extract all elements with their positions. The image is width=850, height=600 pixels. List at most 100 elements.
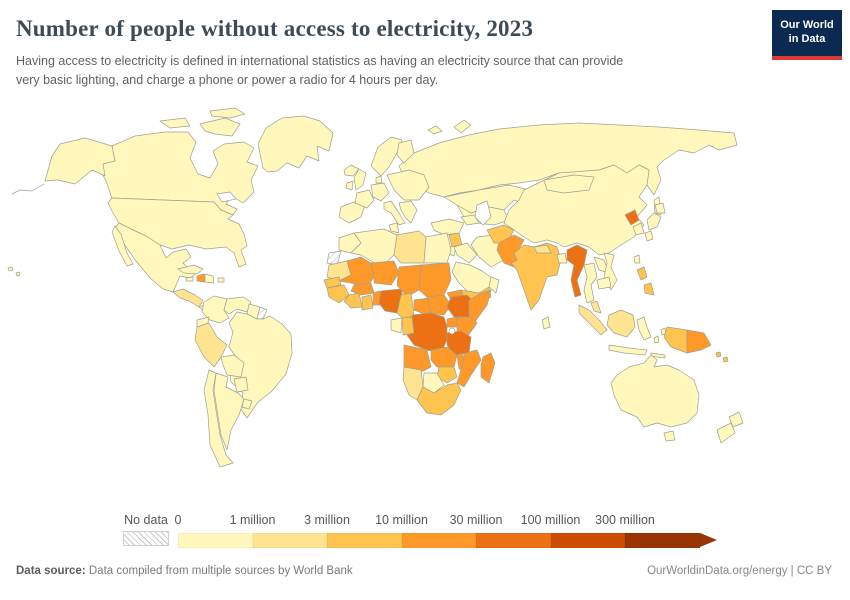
country-colombia[interactable]	[201, 295, 230, 324]
country-chile[interactable]	[203, 369, 234, 468]
country-australia[interactable]	[610, 354, 700, 442]
country-mozambique[interactable]	[456, 349, 482, 388]
region-gabon-eq-guinea[interactable]	[390, 317, 403, 334]
arctic-islands-svalbard[interactable]	[427, 119, 472, 135]
country-tunisia[interactable]	[388, 222, 400, 234]
country-denmark[interactable]	[375, 175, 383, 184]
legend-tick-5: 100 million	[520, 513, 581, 527]
country-indonesia-islands[interactable]	[608, 316, 667, 359]
country-libya[interactable]	[393, 230, 427, 264]
country-iraq[interactable]	[453, 242, 478, 264]
legend-band-3[interactable]	[401, 533, 476, 548]
country-cambodia[interactable]	[596, 276, 612, 290]
country-ghana[interactable]	[361, 294, 374, 311]
country-japan[interactable]	[644, 202, 666, 242]
owid-logo-line-2: in Data	[788, 33, 826, 45]
country-south-sudan[interactable]	[426, 294, 452, 316]
region-germany-central-europe[interactable]	[370, 182, 390, 202]
chart-footer: Data source: Data compiled from multiple…	[0, 565, 850, 577]
country-madagascar[interactable]	[480, 352, 496, 384]
country-sudan[interactable]	[418, 262, 452, 298]
data-source-note: Data source: Data compiled from multiple…	[16, 565, 353, 577]
country-paraguay[interactable]	[233, 376, 249, 393]
region-iberia[interactable]	[338, 201, 366, 224]
country-niger[interactable]	[370, 260, 400, 286]
country-greenland[interactable]	[257, 115, 334, 173]
lake-great-lakes	[216, 191, 237, 203]
country-usa[interactable]	[7, 137, 248, 277]
region-guinea-sierra-leone[interactable]	[326, 284, 350, 304]
lake-victoria	[448, 327, 456, 335]
region-norway-sweden[interactable]	[370, 136, 403, 177]
legend-band-6[interactable]	[625, 533, 700, 548]
country-italy[interactable]	[383, 200, 406, 226]
country-haiti[interactable]	[196, 273, 206, 283]
region-west-papua[interactable]	[663, 326, 688, 354]
region-malay-peninsula[interactable]	[590, 300, 602, 314]
world-map-svg	[7, 107, 744, 468]
legend-no-data-swatch[interactable]	[123, 531, 169, 546]
country-puerto-rico[interactable]	[217, 277, 225, 283]
country-bolivia[interactable]	[220, 354, 245, 378]
country-venezuela[interactable]	[223, 296, 252, 315]
owid-logo[interactable]: Our World in Data	[772, 10, 842, 60]
country-finland[interactable]	[396, 139, 415, 164]
legend-band-0[interactable]	[178, 533, 253, 548]
country-senegal[interactable]	[323, 276, 342, 289]
country-burkina-faso[interactable]	[350, 282, 375, 296]
attribution-link[interactable]: OurWorldinData.org/energy | CC BY	[647, 565, 832, 577]
country-botswana[interactable]	[422, 372, 445, 394]
country-dominican-republic[interactable]	[204, 273, 215, 284]
region-caucasus[interactable]	[460, 214, 480, 226]
country-uruguay[interactable]	[241, 398, 253, 410]
country-new-zealand[interactable]	[716, 411, 744, 444]
country-south-africa[interactable]	[416, 382, 462, 416]
chart-subtitle: Having access to electricity is defined …	[16, 52, 746, 91]
region-eastern-europe[interactable]	[386, 169, 430, 201]
country-philippines[interactable]	[636, 266, 655, 296]
region-central-america-north[interactable]	[172, 288, 204, 308]
country-bangladesh[interactable]	[556, 252, 568, 264]
legend-color-bands	[178, 533, 778, 548]
country-chad[interactable]	[396, 264, 422, 298]
legend-band-5[interactable]	[550, 533, 625, 548]
country-uk[interactable]	[353, 168, 367, 191]
region-borneo[interactable]	[606, 309, 636, 338]
country-turkey[interactable]	[430, 218, 465, 236]
country-india[interactable]	[510, 242, 562, 311]
country-argentina[interactable]	[213, 372, 245, 451]
country-iceland[interactable]	[343, 164, 360, 177]
country-taiwan[interactable]	[633, 254, 641, 264]
country-somalia[interactable]	[468, 289, 492, 324]
country-ireland[interactable]	[345, 180, 354, 191]
country-myanmar[interactable]	[566, 244, 588, 298]
country-jamaica[interactable]	[185, 276, 194, 282]
legend-band-4[interactable]	[476, 533, 551, 548]
country-solomon-islands[interactable]	[715, 351, 729, 363]
country-mongolia[interactable]	[543, 174, 595, 194]
country-papua-new-guinea[interactable]	[686, 329, 712, 354]
country-nepal[interactable]	[533, 244, 552, 254]
legend-band-1[interactable]	[252, 533, 327, 548]
country-china[interactable]	[503, 164, 650, 256]
country-south-korea[interactable]	[632, 222, 645, 236]
region-sumatra[interactable]	[578, 304, 608, 336]
country-angola[interactable]	[403, 344, 432, 374]
legend-no-data[interactable]: No data	[123, 513, 169, 546]
country-france[interactable]	[354, 189, 375, 209]
country-uganda[interactable]	[446, 316, 458, 328]
country-north-korea[interactable]	[624, 209, 640, 226]
legend-tick-3: 10 million	[375, 513, 428, 527]
country-sri-lanka[interactable]	[541, 316, 551, 330]
country-egypt[interactable]	[423, 232, 452, 264]
legend-band-2[interactable]	[327, 533, 402, 548]
country-cuba[interactable]	[177, 264, 204, 275]
legend-tick-4: 30 million	[449, 513, 503, 527]
canada-arctic-islands[interactable]	[159, 107, 246, 137]
country-thailand[interactable]	[583, 262, 598, 304]
region-balkans-greece[interactable]	[398, 200, 418, 224]
legend-scale: 0 1 million 3 million 10 million 30 mill…	[175, 513, 778, 548]
chart-header: Number of people without access to elect…	[0, 0, 850, 91]
country-oman[interactable]	[488, 276, 500, 294]
country-brazil[interactable]	[228, 311, 293, 419]
